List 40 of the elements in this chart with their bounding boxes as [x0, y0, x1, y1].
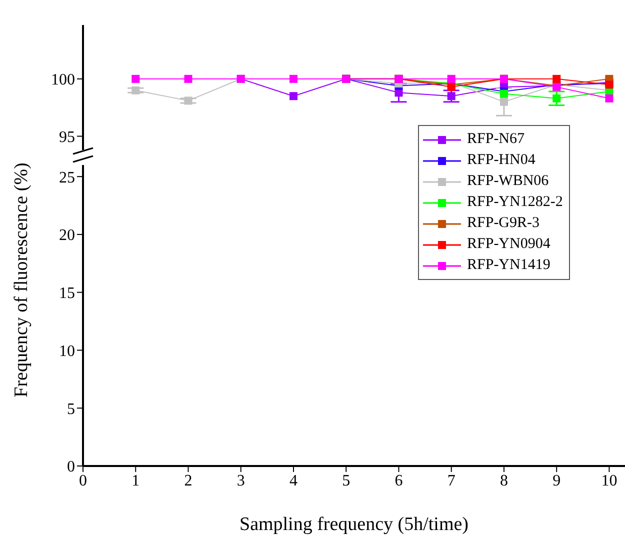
point: [500, 98, 508, 106]
y-tick-label: 0: [67, 458, 75, 476]
x-tick-label: 1: [132, 472, 140, 490]
legend-label: RFP-YN1282-2: [467, 194, 563, 211]
x-tick-label: 2: [184, 472, 192, 490]
point: [184, 96, 192, 105]
legend-label: RFP-HN04: [467, 152, 536, 169]
y-tick-label: 25: [59, 169, 75, 186]
x-tick-label: 6: [394, 472, 403, 490]
y-tick-label: 10: [59, 342, 75, 360]
y-tick-label: 95: [59, 128, 75, 146]
y-tick-label: 15: [59, 285, 75, 302]
x-tick-label: 0: [79, 472, 87, 490]
point: [132, 86, 140, 94]
y-tick-label: 100: [51, 72, 75, 89]
legend-label: RFP-YN1419: [467, 257, 550, 274]
point: [605, 94, 614, 102]
point: [184, 74, 192, 83]
point: [289, 74, 298, 83]
y-tick-label: 5: [67, 400, 75, 418]
point: [447, 92, 456, 100]
point: [132, 74, 140, 83]
point: [552, 94, 561, 102]
point: [552, 74, 561, 83]
x-tick-label: 8: [500, 472, 508, 490]
legend-label: RFP-WBN06: [467, 173, 549, 190]
x-tick-label: 7: [447, 472, 456, 490]
point: [447, 74, 456, 83]
legend-label: RFP-YN0904: [467, 236, 550, 253]
x-axis-title: Sampling frequency (5h/time): [240, 514, 468, 535]
x-tick-label: 9: [552, 472, 561, 490]
y-axis-title: Frequency of fluorescence (%): [11, 162, 33, 398]
point: [289, 92, 298, 100]
y-tick-label: 20: [59, 227, 75, 244]
x-tick-label: 3: [236, 472, 245, 490]
x-tick-label: 5: [342, 472, 350, 490]
x-tick-label: 4: [289, 472, 298, 490]
legend-label: RFP-N67: [467, 131, 525, 148]
x-tick-label: 10: [601, 472, 618, 490]
legend-label: RFP-G9R-3: [467, 215, 540, 232]
